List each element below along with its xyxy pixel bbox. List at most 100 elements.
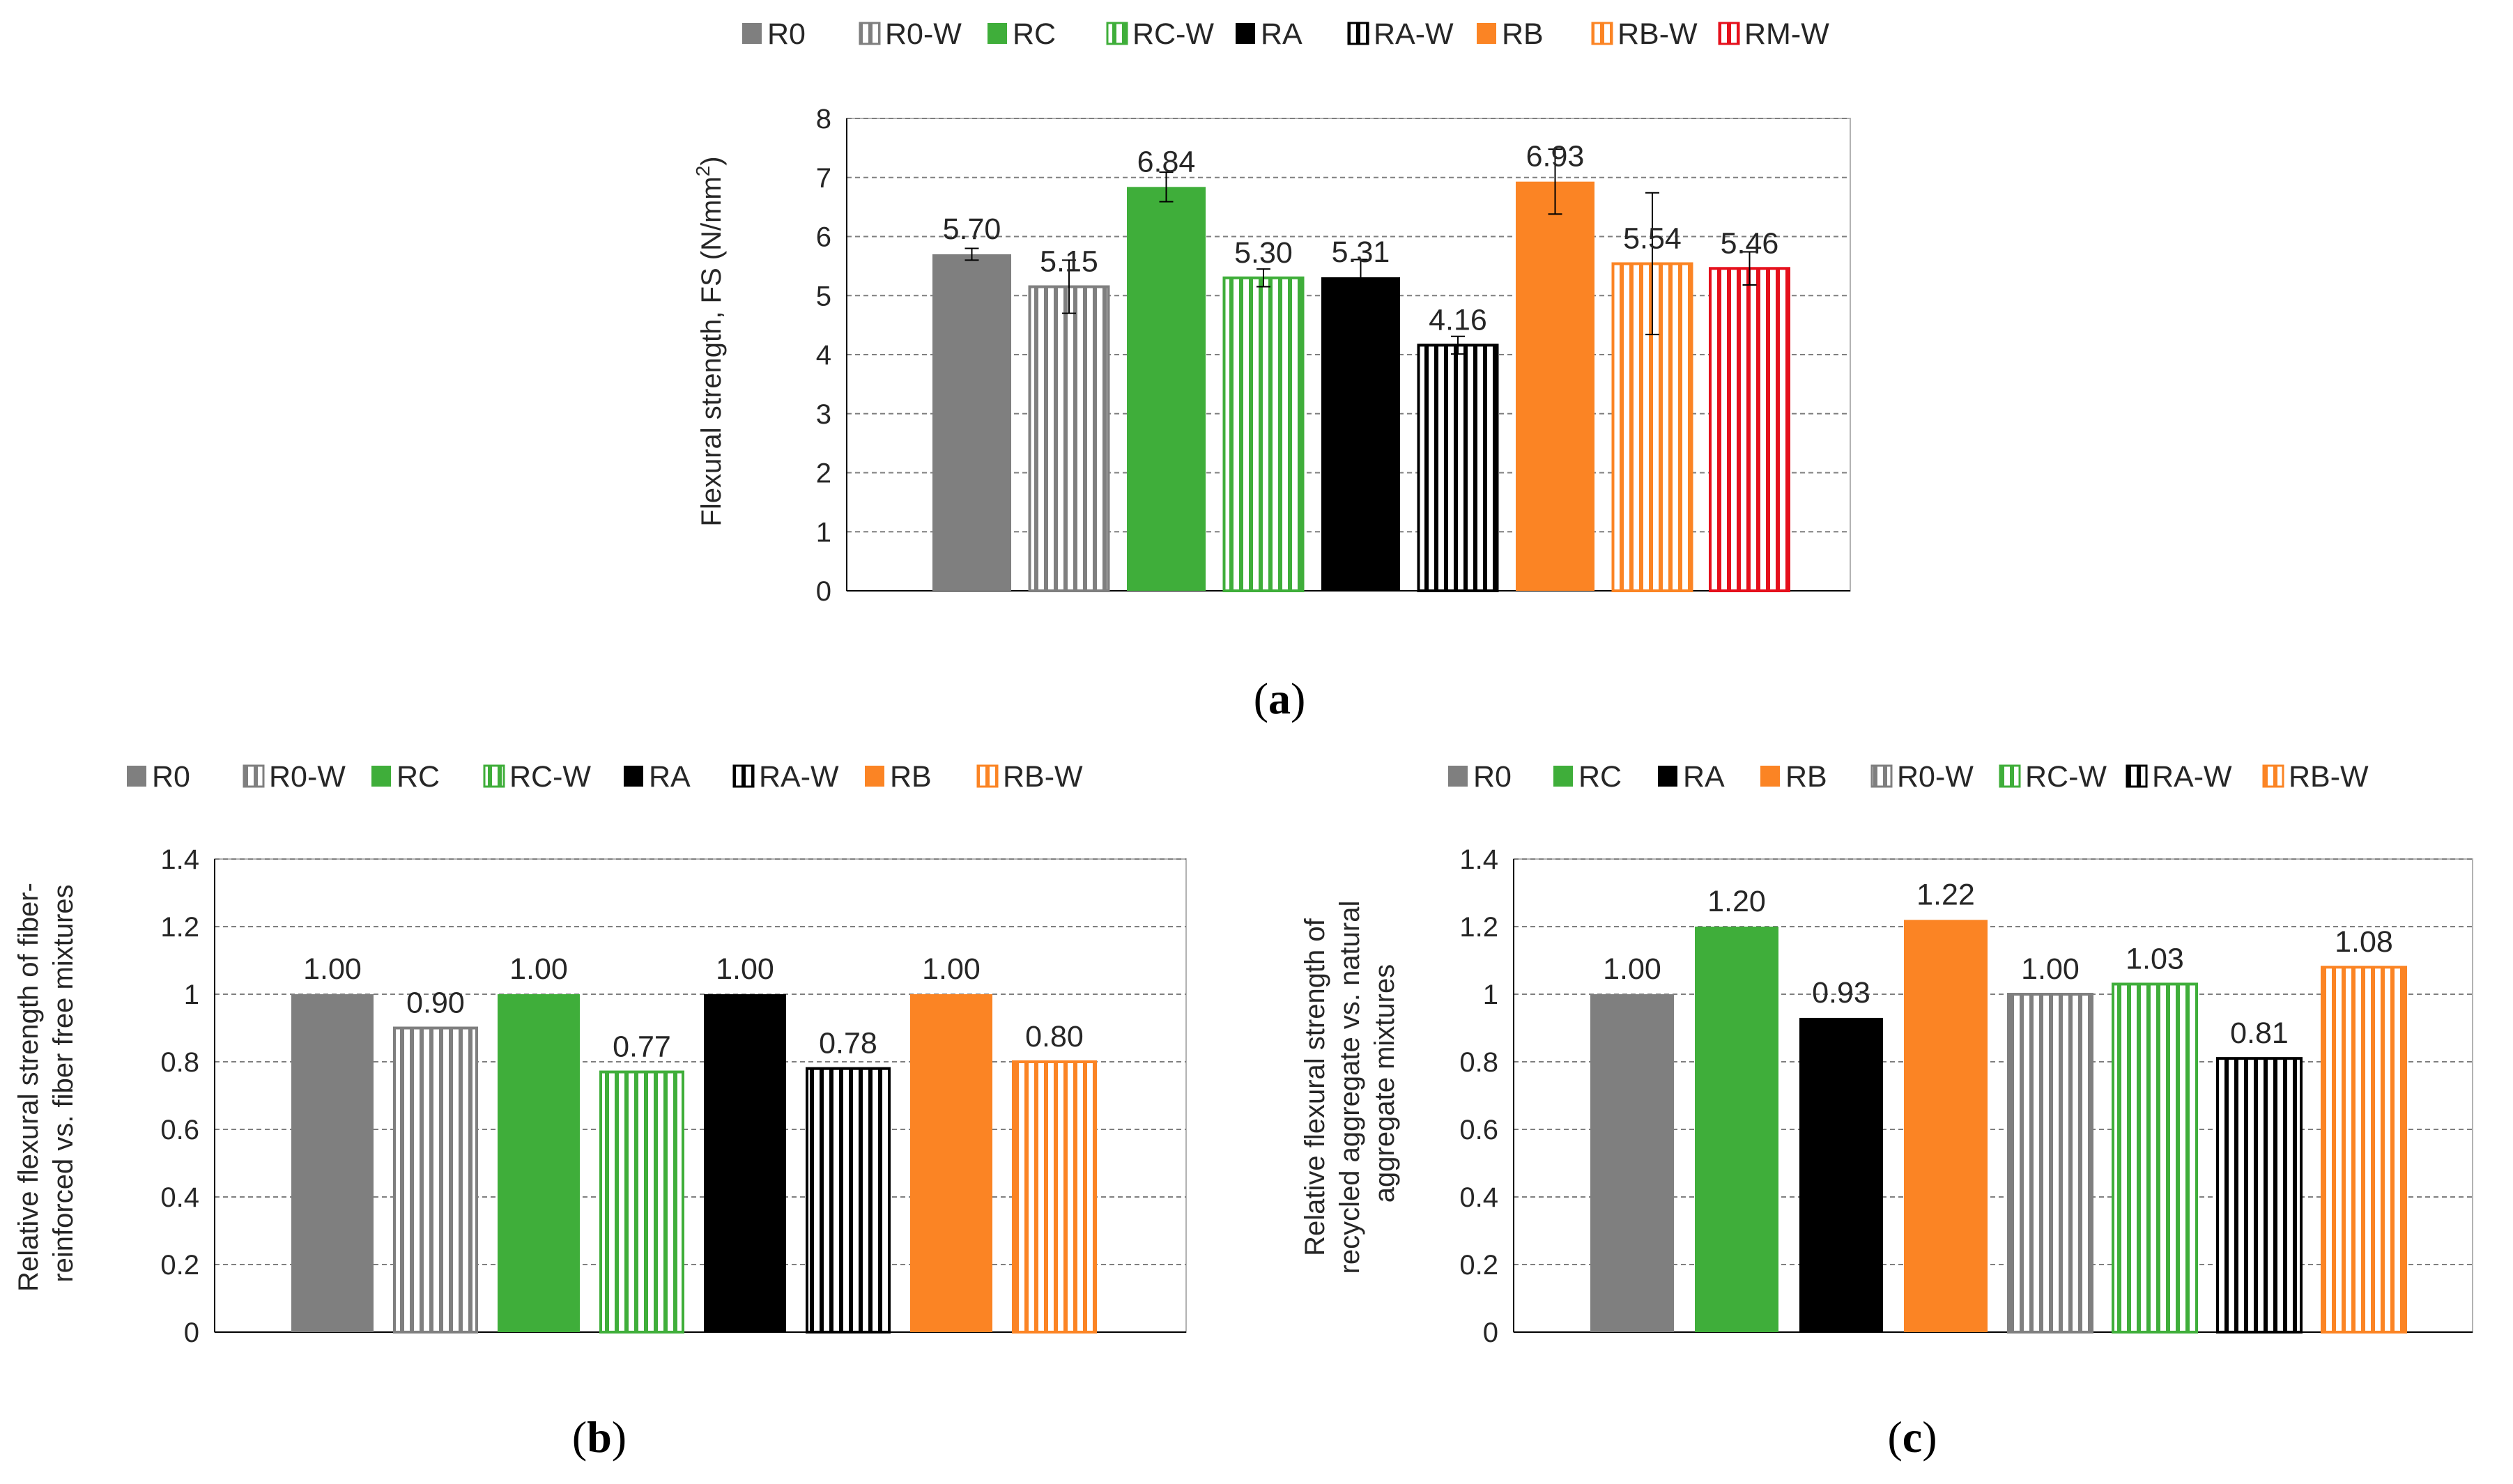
panel-a-data-label-r0-w: 5.15 (1040, 245, 1098, 279)
panel-b-legend-swatch-rb-w (976, 764, 999, 788)
panel-b-y-tick-label: 1.2 (160, 912, 199, 943)
panel-b-legend-label-ra-w: RA-W (759, 760, 839, 794)
panel-b-bar-ra-w (806, 1067, 891, 1334)
panel-b-data-label-ra: 1.00 (716, 952, 774, 986)
panel-b-y-tick-label: 0.4 (160, 1182, 199, 1213)
panel-a-chart: 0 1 2 3 4 5 6 7 8 5.70 5.15 6.84 5.30 5.31 4.16 6.93 5.5… (742, 17, 1851, 607)
panel-c-y-tick-label: 0.8 (1459, 1047, 1498, 1078)
panel-a-legend-swatch-rb-w (1591, 22, 1613, 45)
panel-c-y-tick-label: 1 (1483, 980, 1498, 1010)
panel-b-bar-rb (910, 994, 992, 1332)
panel-b-data-label-r0: 1.00 (303, 952, 362, 986)
panel-b-legend-swatch-rc (371, 766, 391, 787)
panel-a-data-label-ra-w: 4.16 (1429, 303, 1487, 337)
panel-c-legend-label-rc-w: RC-W (2025, 760, 2107, 794)
panel-a-legend-label-rc: RC (1013, 17, 1056, 51)
panel-c-data-label-rc-w: 1.03 (2126, 942, 2184, 975)
panel-c-bar-rc (1695, 927, 1778, 1332)
panel-c-y-axis-label: Relative flexural strength of recycled a… (1300, 893, 1400, 1274)
panel-a-legend-label-rb: RB (1502, 17, 1544, 51)
panel-c-data-label-rb: 1.22 (1916, 878, 1975, 911)
panel-c-legend-label-ra-w: RA-W (2152, 760, 2232, 794)
panel-a-y-tick-label: 0 (816, 576, 831, 607)
panel-b-data-label-rc: 1.00 (509, 952, 568, 986)
panel-c-chart: 00.20.40.60.811.21.41.001.200.931.221.00… (1448, 760, 2473, 1348)
panel-b-y-tick-label: 0.6 (160, 1115, 199, 1145)
panel-a-legend-swatch-ra-w (1347, 22, 1369, 45)
panel-a-y-tick-label: 2 (816, 458, 831, 489)
panel-b-legend-swatch-rc-w (483, 764, 505, 788)
panel-a-y-tick-label: 4 (816, 340, 831, 371)
panel-b-data-label-r0-w: 0.90 (406, 987, 465, 1020)
panel-c-bar-rb-w (2321, 966, 2407, 1334)
panel-b-data-label-ra-w: 0.78 (819, 1027, 877, 1060)
panel-b-bar-r0 (291, 994, 374, 1332)
panel-a-legend-label-rb-w: RB-W (1617, 17, 1698, 51)
panel-a-bar-ra (1321, 277, 1400, 591)
panel-c-data-label-ra-w: 0.81 (2230, 1017, 2289, 1050)
panel-a-bar-rc-w (1222, 276, 1305, 592)
panel-a-bar-r0-w (1028, 285, 1110, 592)
panel-c-bar-ra (1799, 1017, 1883, 1332)
panel-b-data-label-rb: 1.00 (922, 952, 981, 986)
panel-b-y-tick-label: 0.8 (160, 1047, 199, 1078)
panel-a-data-label-r0: 5.70 (943, 212, 1001, 246)
panel-a-y-tick-label: 1 (816, 517, 831, 548)
panel-a-data-label-rc: 6.84 (1137, 145, 1196, 178)
panel-a-y-tick-label: 3 (816, 399, 831, 430)
panel-a-legend-label-r0: R0 (767, 17, 806, 51)
panel-b-caption: (b) (572, 1412, 627, 1462)
panel-a-legend-swatch-rc-w (1106, 22, 1128, 45)
panel-c-bar-r0-w (2007, 993, 2093, 1334)
panel-c-data-label-r0: 1.00 (1603, 952, 1661, 986)
panel-c-legend-label-ra: RA (1683, 760, 1725, 794)
panel-a-bar-ra-w (1417, 343, 1499, 592)
panel-c-legend-swatch-ra-w (2126, 764, 2148, 788)
panel-c-y-tick-label: 0.2 (1459, 1250, 1498, 1281)
panel-b-legend-label-r0-w: R0-W (269, 760, 346, 794)
panel-a-legend-label-rm-w: RM-W (1744, 17, 1829, 51)
panel-c-bar-rb (1904, 920, 1988, 1332)
panel-c-bar-rc-w (2112, 982, 2198, 1334)
panel-a-legend-label-ra-w: RA-W (1374, 17, 1454, 51)
panel-a-y-tick-label: 6 (816, 222, 831, 253)
panel-c-y-tick-label: 0.6 (1459, 1115, 1498, 1145)
panel-b-legend-swatch-r0-w (243, 764, 265, 788)
panel-c-y-tick-label: 0 (1483, 1317, 1498, 1348)
panel-a-y-tick-label: 7 (816, 163, 831, 194)
panel-b-legend-label-rc-w: RC-W (509, 760, 591, 794)
panel-b-legend-label-rb-w: RB-W (1003, 760, 1083, 794)
panel-a-bar-r0 (932, 254, 1011, 591)
panel-a-legend-swatch-rb (1477, 23, 1496, 44)
panel-b-y-tick-label: 1.4 (160, 844, 199, 875)
panel-b-y-axis-label: Relative flexural strength of fiber- rei… (13, 875, 79, 1292)
panel-a-y-tick-label: 5 (816, 281, 831, 311)
panel-b-legend-swatch-rb (865, 766, 884, 787)
panel-c-data-label-rc: 1.20 (1707, 885, 1766, 918)
panel-c-legend-swatch-rc-w (1999, 764, 2021, 788)
panel-b-data-label-rc-w: 0.77 (613, 1030, 671, 1064)
panel-c-data-label-r0-w: 1.00 (2021, 952, 2080, 986)
panel-a-legend-swatch-r0 (742, 23, 762, 44)
panel-a-bar-rb (1516, 181, 1594, 591)
panel-b-data-label-rb-w: 0.80 (1025, 1020, 1084, 1053)
panel-b-y-tick-label: 0.2 (160, 1250, 199, 1281)
panel-c-y-tick-label: 0.4 (1459, 1182, 1498, 1213)
panel-b-bar-ra (704, 994, 786, 1332)
panel-b-legend-label-r0: R0 (152, 760, 190, 794)
panel-c-legend-swatch-r0 (1448, 766, 1468, 787)
panel-b-chart: 0 0.2 0.4 0.6 0.8 1 1.2 1.4 1.00 0.90 1.00 0.77 1.00… (127, 760, 1187, 1348)
panel-b-legend-swatch-r0 (127, 766, 146, 787)
panel-c-bar-r0 (1590, 994, 1674, 1332)
panel-c-legend-label-r0: R0 (1473, 760, 1512, 794)
panel-c-y-tick-label: 1.4 (1459, 844, 1498, 875)
panel-c-caption: (c) (1887, 1412, 1937, 1462)
panel-c-legend-swatch-rb-w (2262, 764, 2284, 788)
panel-a-y-axis-label: Flexural strength, FS (N/mm2) (692, 156, 727, 526)
panel-c-legend-label-rc: RC (1578, 760, 1622, 794)
panel-b-y-tick-label: 1 (184, 980, 199, 1010)
panel-a-legend-label-ra: RA (1261, 17, 1302, 51)
panel-c-legend-swatch-rc (1553, 766, 1573, 787)
panel-b-bar-rc (498, 994, 580, 1332)
panel-a-data-label-rc-w: 5.30 (1234, 236, 1293, 270)
